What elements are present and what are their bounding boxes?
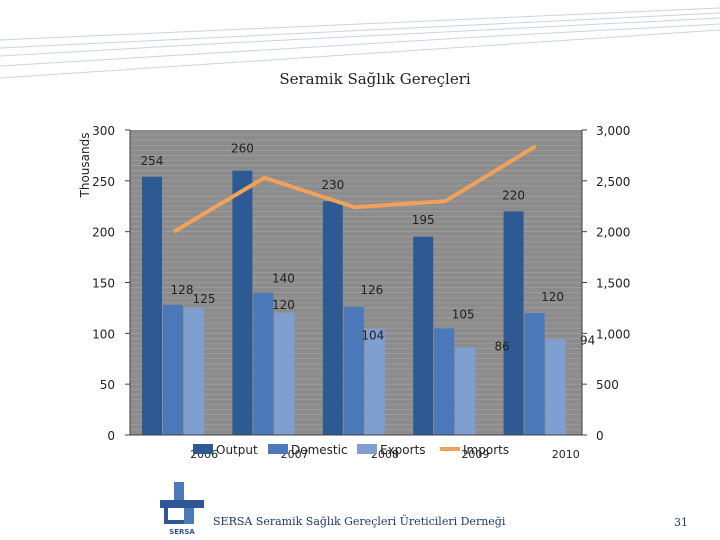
right-tick-label: 3,000 (596, 124, 630, 138)
left-tick-label: 150 (92, 277, 115, 291)
data-label: 120 (541, 290, 564, 304)
right-tick-label: 500 (596, 378, 619, 392)
bar-output (322, 201, 343, 435)
category-label: 2008 (371, 448, 399, 461)
left-tick-label: 200 (92, 226, 115, 240)
category-label: 2009 (461, 448, 489, 461)
axes: 0 50 100 150 200 250 300 0 500 1,000 1,500 2,000 2,5… (92, 124, 630, 461)
category-label: 2010 (552, 448, 580, 461)
legend-swatch (193, 444, 213, 454)
left-tick-label: 250 (92, 175, 115, 189)
bar-exports (545, 339, 566, 435)
svg-text:SERSA: SERSA (169, 528, 195, 536)
bar-exports (455, 347, 476, 435)
page-number: 31 (674, 516, 688, 529)
data-label: 125 (193, 292, 216, 306)
legend-label: Imports (463, 443, 509, 457)
data-labels: 254 260 230 195 220 128 140 126 105 120 125 120 104 8… (141, 142, 596, 354)
legend-label: Exports (380, 443, 426, 457)
left-tick-label: 300 (92, 124, 115, 138)
slide-title: Seramik Sağlık Gereçleri (279, 70, 471, 88)
data-label: 195 (412, 213, 435, 227)
legend: Output Domestic Exports Imports (193, 443, 509, 457)
left-tick-label: 50 (100, 378, 115, 392)
bar-domestic (343, 306, 364, 435)
left-tick-label: 0 (107, 429, 115, 443)
right-tick-label: 0 (596, 429, 604, 443)
data-label: 140 (272, 272, 295, 286)
data-label: 128 (171, 283, 194, 297)
bar-exports (364, 329, 385, 435)
data-label: 105 (452, 307, 475, 321)
bar-domestic (163, 304, 183, 435)
right-tick-label: 1,000 (596, 327, 630, 341)
y-axis-title: Thousands (78, 133, 92, 199)
sersa-logo: SERSA (160, 482, 204, 536)
bar-output (413, 236, 434, 435)
data-label: 104 (361, 328, 384, 342)
data-label: 86 (495, 340, 510, 354)
bar-exports (274, 313, 295, 435)
legend-label: Domestic (291, 443, 348, 457)
right-tick-label: 1,500 (596, 277, 630, 291)
right-tick-label: 2,500 (596, 175, 630, 189)
bar-domestic (253, 292, 274, 435)
data-label: 94 (580, 333, 595, 347)
bar-domestic (434, 328, 455, 435)
data-label: 230 (321, 178, 344, 192)
legend-label: Output (216, 443, 258, 457)
legend-swatch (357, 444, 377, 454)
bar-output (142, 176, 162, 435)
bar-exports (184, 307, 204, 435)
legend-swatch (268, 444, 288, 454)
right-tick-label: 2,000 (596, 226, 630, 240)
data-label: 126 (360, 283, 383, 297)
data-label: 254 (141, 154, 164, 168)
imports-line (172, 144, 537, 234)
line-imports (172, 144, 537, 234)
footer-text: SERSA Seramik Sağlık Gereçleri Üreticile… (213, 515, 506, 528)
bar-output (503, 211, 524, 435)
data-label: 260 (231, 142, 254, 156)
data-label: 120 (272, 298, 295, 312)
bar-domestic (524, 313, 545, 435)
data-label: 220 (502, 188, 525, 202)
bars (142, 170, 566, 435)
bar-output (232, 170, 253, 435)
left-tick-label: 100 (92, 327, 115, 341)
